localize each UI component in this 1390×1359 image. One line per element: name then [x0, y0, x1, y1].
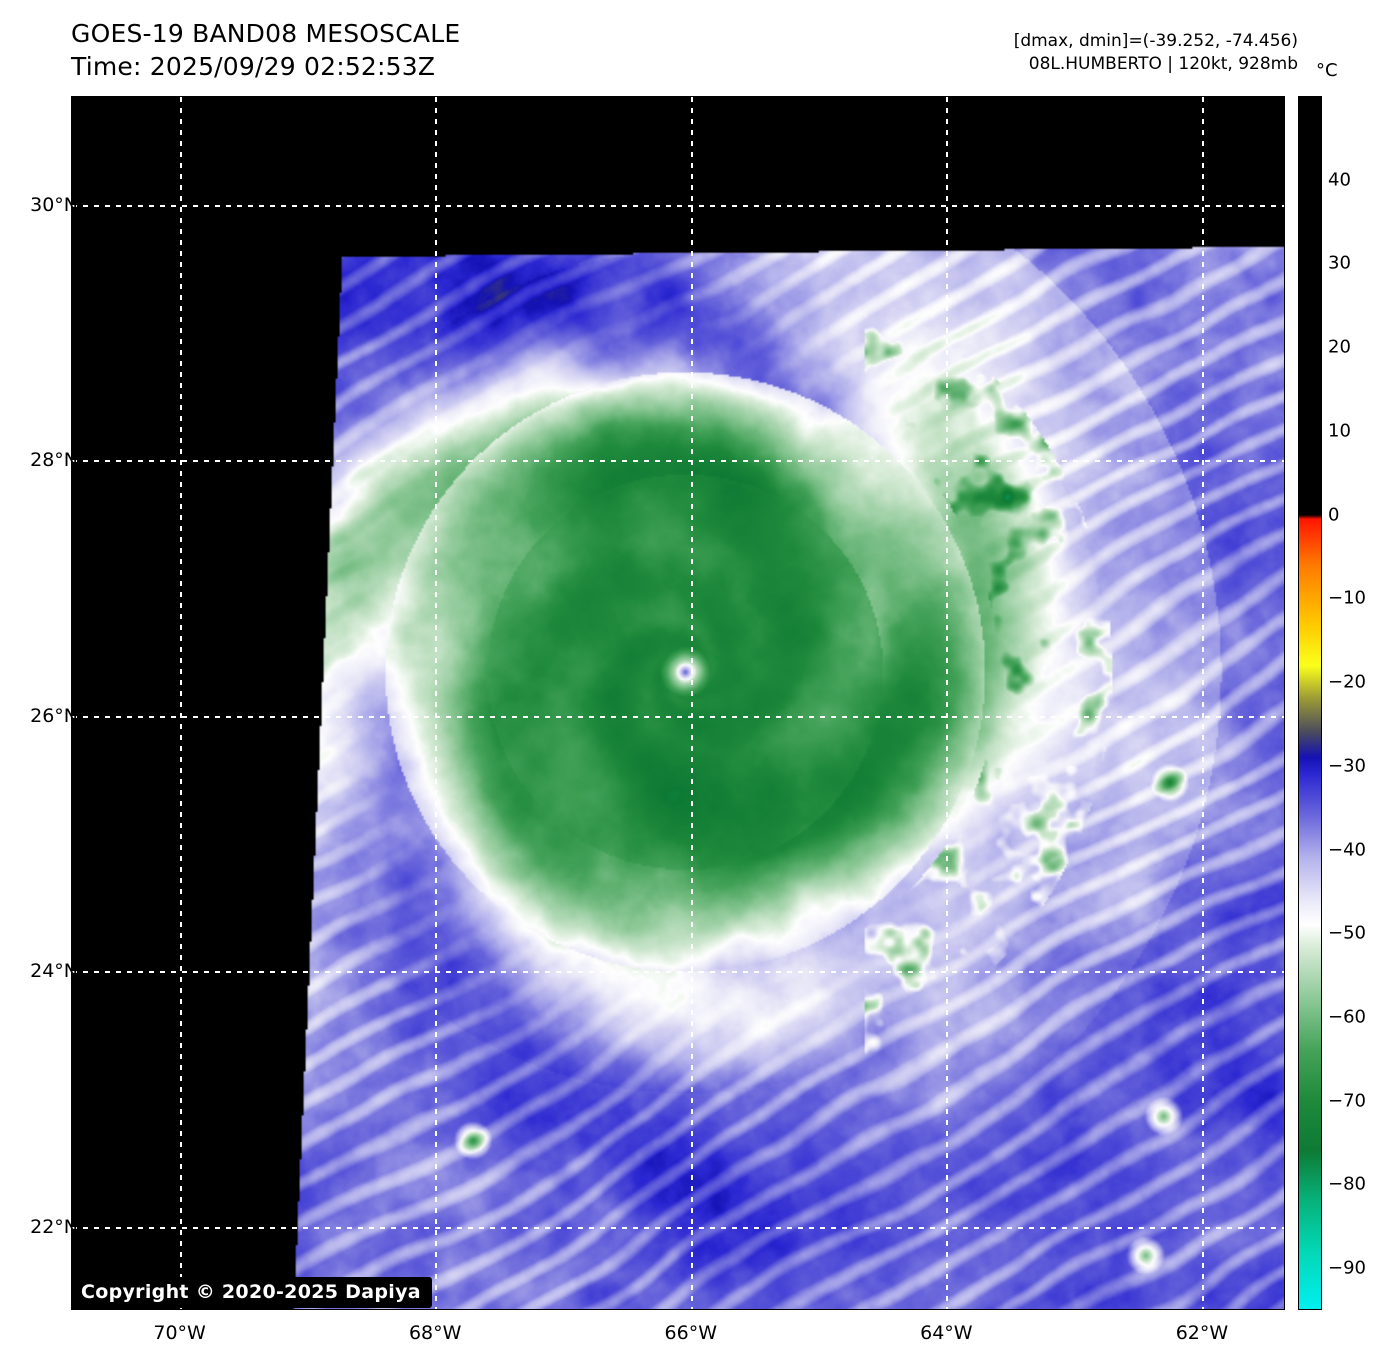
y-axis-tick-label: 30°N	[30, 193, 78, 216]
y-axis-tick-label: 22°N	[30, 1215, 78, 1238]
x-axis-tick-label: 62°W	[1175, 1322, 1229, 1344]
x-axis-tick-label: 70°W	[153, 1322, 206, 1344]
colorbar-tick-label: 10	[1328, 420, 1351, 442]
product-title: GOES-19 BAND08 MESOSCALE	[71, 19, 461, 48]
x-axis-tick-label: 66°W	[664, 1322, 717, 1344]
colorbar-tick-label: −10	[1328, 587, 1366, 609]
x-axis-tick-label: 68°W	[408, 1322, 462, 1344]
colorbar-tick-label: −80	[1328, 1173, 1366, 1195]
copyright-watermark: Copyright © 2020-2025 Dapiya	[72, 1277, 432, 1308]
storm-info-readout: 08L.HUMBERTO | 120kt, 928mb	[1028, 53, 1298, 74]
y-axis-tick-label: 24°N	[30, 960, 78, 983]
colorbar-tick-label: −40	[1328, 839, 1366, 861]
colorbar-tick-label: 0	[1328, 504, 1340, 526]
y-axis-tick-label: 26°N	[30, 704, 78, 727]
x-axis-tick-label: 64°W	[920, 1322, 973, 1344]
satellite-image-plot[interactable]	[71, 96, 1285, 1310]
colorbar-tick-label: −60	[1328, 1006, 1366, 1028]
colorbar-gradient	[1298, 96, 1322, 1310]
page-title: GOES-19 BAND08 MESOSCALE Time: 2025/09/2…	[71, 18, 460, 83]
colorbar-unit-label: °C	[1316, 60, 1338, 81]
colorbar-tick-label: −20	[1328, 671, 1366, 693]
colorbar[interactable]	[1298, 96, 1322, 1310]
colorbar-tick-label: 40	[1328, 169, 1351, 191]
colorbar-tick-label: −30	[1328, 755, 1366, 777]
metadata-block: [dmax, dmin]=(-39.252, -74.456) 08L.HUMB…	[1014, 30, 1298, 76]
dmax-dmin-readout: [dmax, dmin]=(-39.252, -74.456)	[1013, 31, 1298, 51]
colorbar-tick-label: −70	[1328, 1090, 1366, 1112]
colorbar-tick-label: −90	[1328, 1257, 1366, 1279]
y-axis-tick-label: 28°N	[30, 449, 78, 472]
colorbar-tick-label: 20	[1328, 336, 1351, 358]
colorbar-tick-label: 30	[1328, 252, 1351, 274]
colorbar-tick-label: −50	[1328, 922, 1366, 944]
satellite-imagery-canvas	[72, 97, 1284, 1309]
observation-time: Time: 2025/09/29 02:52:53Z	[71, 51, 436, 81]
